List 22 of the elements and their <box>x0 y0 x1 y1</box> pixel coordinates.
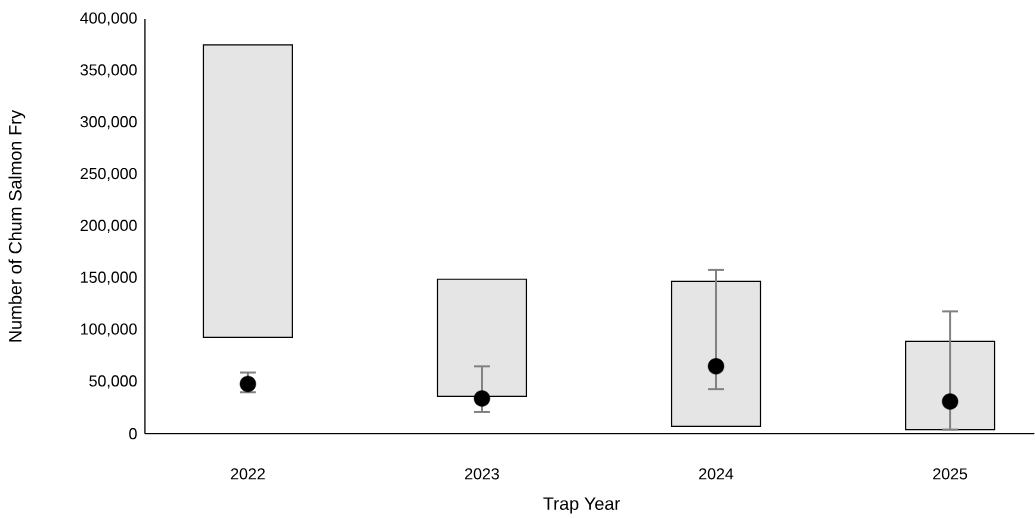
x-tick-label: 2022 <box>230 468 265 480</box>
y-tick-label: 50,000 <box>89 375 137 389</box>
y-axis-title: Number of Chum Salmon Fry <box>8 110 26 342</box>
y-tick-label: 100,000 <box>81 323 137 337</box>
y-tick-label: 300,000 <box>80 116 137 130</box>
x-tick-label: 2025 <box>933 468 968 480</box>
y-tick-label: 250,000 <box>80 168 137 182</box>
point <box>941 393 959 410</box>
bar <box>905 341 996 431</box>
point <box>473 390 491 407</box>
point <box>707 358 725 375</box>
point <box>239 375 257 393</box>
y-tick-label: 0 <box>129 428 137 440</box>
y-tick-label: 400,000 <box>80 12 137 26</box>
x-tick-label: 2024 <box>699 468 734 480</box>
y-tick-label: 350,000 <box>80 64 137 78</box>
x-tick-label: 2023 <box>465 468 499 480</box>
y-tick-label: 200,000 <box>80 219 137 234</box>
y-tick-label: 150,000 <box>81 271 137 285</box>
x-axis-title: Trap Year <box>543 497 621 514</box>
bar <box>670 280 762 428</box>
bar <box>202 44 293 339</box>
